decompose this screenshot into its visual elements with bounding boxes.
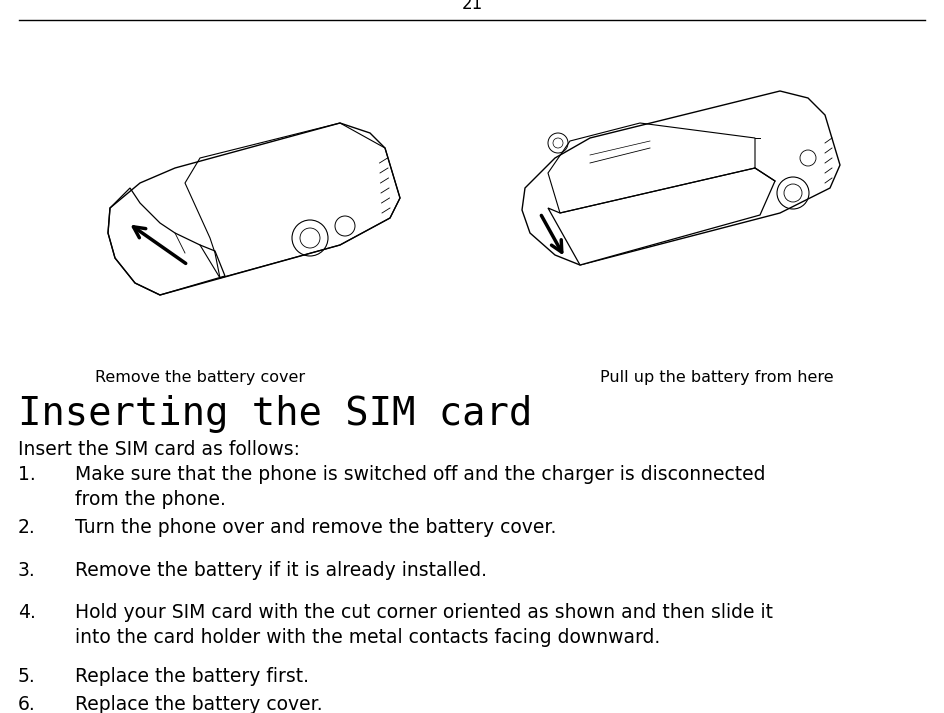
Text: Replace the battery cover.: Replace the battery cover. — [75, 695, 323, 713]
Text: Inserting the SIM card: Inserting the SIM card — [18, 395, 532, 433]
Text: 4.: 4. — [18, 603, 36, 622]
Text: 2.: 2. — [18, 518, 36, 537]
Text: Remove the battery if it is already installed.: Remove the battery if it is already inst… — [75, 561, 487, 580]
Text: Remove the battery cover: Remove the battery cover — [95, 370, 305, 385]
Text: Replace the battery first.: Replace the battery first. — [75, 667, 309, 686]
Text: 5.: 5. — [18, 667, 36, 686]
Text: Hold your SIM card with the cut corner oriented as shown and then slide it
into : Hold your SIM card with the cut corner o… — [75, 603, 773, 647]
Text: Turn the phone over and remove the battery cover.: Turn the phone over and remove the batte… — [75, 518, 556, 537]
Text: Make sure that the phone is switched off and the charger is disconnected
from th: Make sure that the phone is switched off… — [75, 465, 766, 509]
Text: 21: 21 — [462, 0, 482, 13]
Text: 6.: 6. — [18, 695, 36, 713]
Text: 1.: 1. — [18, 465, 36, 484]
Polygon shape — [548, 168, 775, 265]
Text: Insert the SIM card as follows:: Insert the SIM card as follows: — [18, 440, 300, 459]
Text: 3.: 3. — [18, 561, 36, 580]
Text: Pull up the battery from here: Pull up the battery from here — [600, 370, 834, 385]
